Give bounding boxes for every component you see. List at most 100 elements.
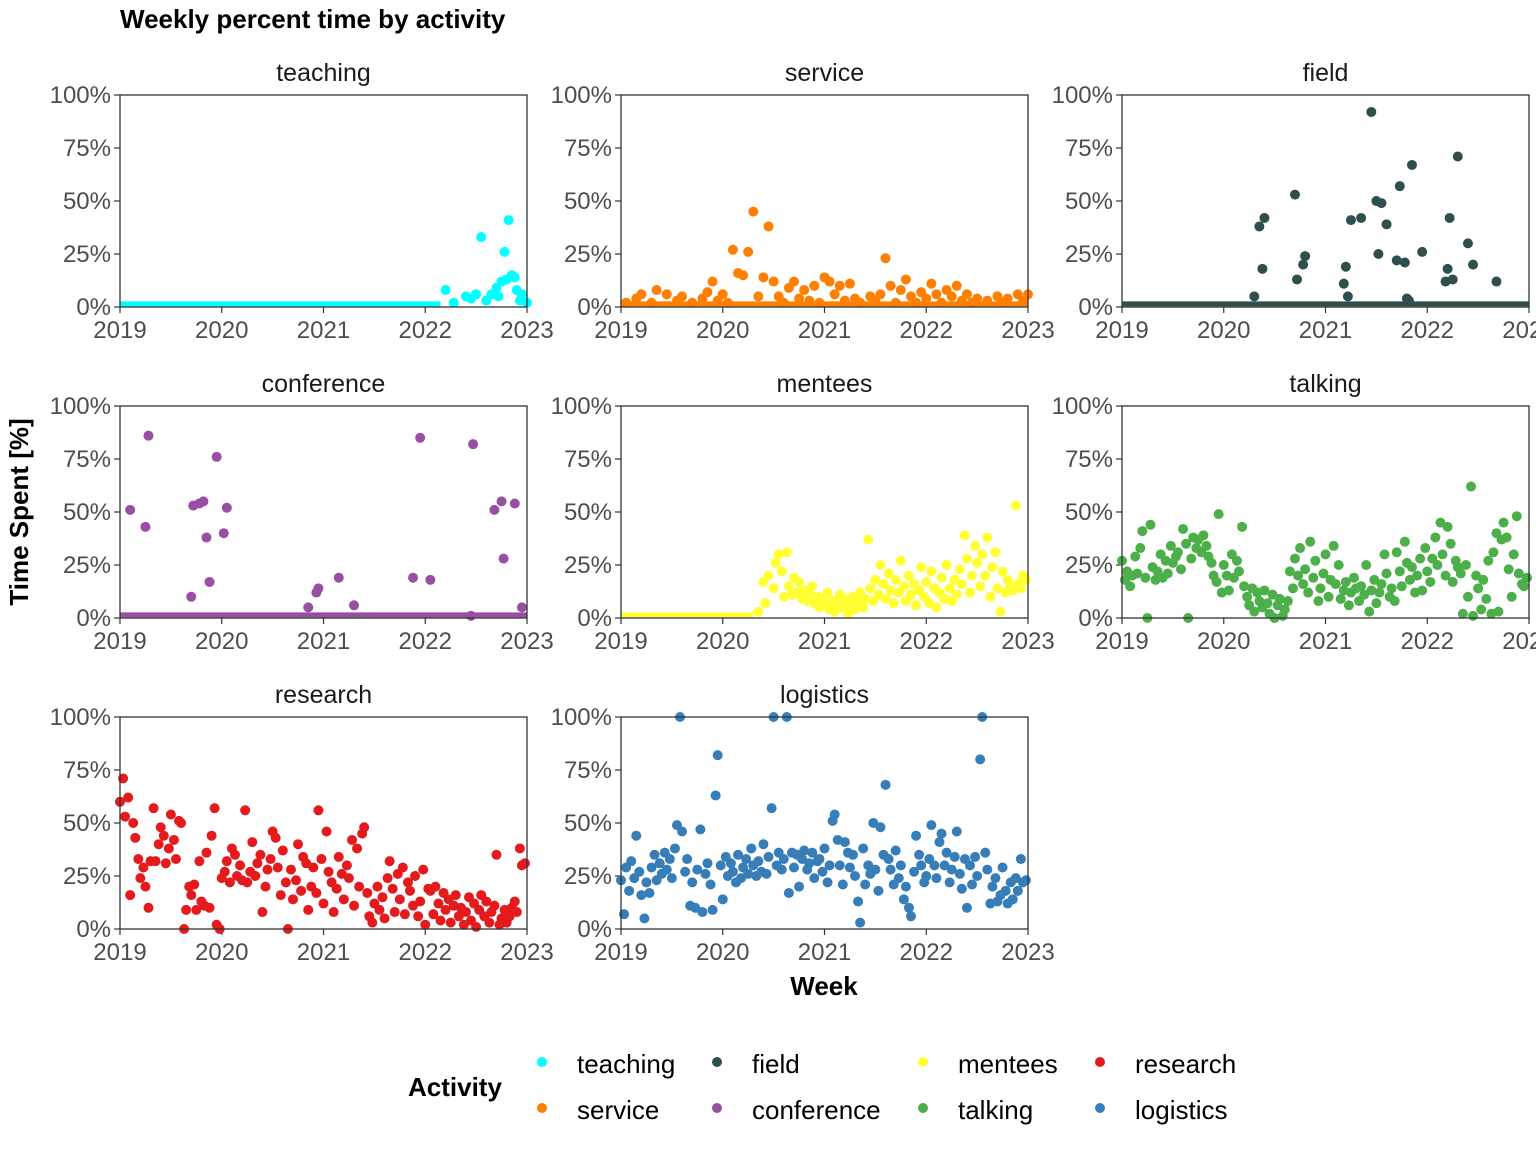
facet-label-logistics: logistics	[780, 681, 869, 709]
x-tick-label: 2020	[195, 628, 248, 655]
point-mentees	[954, 564, 965, 575]
point-service	[738, 270, 749, 281]
point-field	[1468, 259, 1479, 270]
point-talking	[1274, 593, 1285, 604]
point-research	[242, 877, 253, 888]
point-logistics	[761, 868, 772, 879]
point-service	[890, 297, 901, 308]
point-service	[931, 289, 942, 300]
point-talking	[1430, 532, 1441, 543]
point-mentees	[980, 570, 991, 581]
point-talking	[1406, 562, 1417, 573]
point-field	[1381, 219, 1392, 230]
y-tick-label: 25%	[63, 863, 111, 890]
point-logistics	[695, 824, 706, 835]
y-tick-label: 100%	[50, 82, 111, 109]
point-logistics	[1015, 854, 1026, 865]
point-logistics	[839, 837, 850, 848]
point-talking	[1466, 481, 1477, 492]
point-research	[189, 879, 200, 890]
point-mentees	[972, 557, 983, 568]
point-talking	[1165, 540, 1176, 551]
point-talking	[1328, 540, 1339, 551]
point-logistics	[931, 873, 942, 884]
point-logistics	[707, 904, 718, 915]
point-research	[420, 919, 431, 930]
point-mentees	[916, 562, 927, 573]
point-service	[621, 297, 632, 308]
point-logistics	[965, 860, 976, 871]
point-conference	[303, 602, 314, 613]
point-talking	[1432, 560, 1443, 570]
point-field	[1452, 151, 1463, 162]
point-talking	[1125, 581, 1136, 592]
point-logistics	[895, 860, 906, 871]
y-tick-label: 50%	[63, 499, 111, 526]
legend-key-field	[712, 1057, 722, 1067]
point-service	[778, 297, 789, 308]
point-field	[1300, 251, 1311, 262]
y-tick-label: 0%	[577, 294, 612, 321]
facet-field: field 0% 25% 50% 75% 100% 2019 2020 2021 2022 2023	[1052, 59, 1536, 344]
x-tick-label: 2019	[594, 628, 647, 655]
point-logistics	[860, 879, 871, 890]
x-tick-label: 2023	[500, 939, 553, 966]
point-talking	[1348, 572, 1359, 583]
point-research	[275, 890, 286, 901]
point-service	[794, 293, 805, 304]
y-tick-label: 25%	[564, 552, 612, 579]
point-talking	[1468, 610, 1479, 621]
point-mentees	[890, 574, 901, 585]
point-logistics	[967, 879, 978, 890]
point-research	[138, 862, 149, 873]
point-field	[1399, 257, 1410, 268]
point-logistics	[702, 858, 713, 869]
point-research	[511, 907, 522, 918]
point-research	[430, 881, 441, 892]
point-talking	[1343, 600, 1354, 611]
point-service	[651, 285, 662, 296]
point-service	[829, 289, 840, 300]
point-logistics	[763, 851, 774, 862]
point-research	[413, 911, 424, 922]
point-talking	[1422, 566, 1433, 577]
point-service	[809, 280, 820, 291]
point-logistics	[997, 862, 1008, 873]
point-research	[285, 864, 296, 875]
point-teaching	[499, 246, 510, 257]
y-tick-label: 100%	[551, 704, 612, 731]
point-field	[1249, 291, 1260, 302]
panel-border	[119, 405, 528, 619]
point-logistics	[687, 877, 698, 888]
legend-label-conference: conference	[752, 1095, 881, 1125]
point-logistics	[817, 866, 828, 877]
y-tick-label: 50%	[564, 188, 612, 215]
point-talking	[1473, 583, 1484, 594]
x-tick-label: 2022	[900, 939, 953, 966]
x-tick-label: 2022	[399, 628, 452, 655]
point-talking	[1455, 568, 1466, 579]
point-research	[352, 843, 363, 854]
point-logistics	[847, 849, 858, 860]
point-mentees	[992, 583, 1003, 594]
point-talking	[1493, 606, 1504, 617]
point-talking	[1371, 598, 1382, 609]
point-research	[313, 805, 324, 816]
point-mentees	[987, 562, 998, 573]
point-talking	[1145, 519, 1156, 530]
point-mentees	[931, 602, 942, 613]
point-logistics	[743, 868, 754, 879]
y-tick-label: 75%	[1065, 446, 1113, 473]
legend-label-mentees: mentees	[958, 1049, 1058, 1079]
point-research	[321, 826, 332, 837]
point-service	[788, 276, 799, 287]
point-service	[768, 276, 779, 287]
point-logistics	[644, 887, 655, 898]
panel-border	[119, 716, 528, 930]
point-service	[753, 291, 764, 302]
point-mentees	[997, 566, 1008, 577]
legend-title: Activity	[408, 1072, 502, 1102]
point-logistics	[990, 873, 1001, 884]
point-mentees	[936, 572, 947, 583]
facet-label-field: field	[1303, 59, 1349, 87]
